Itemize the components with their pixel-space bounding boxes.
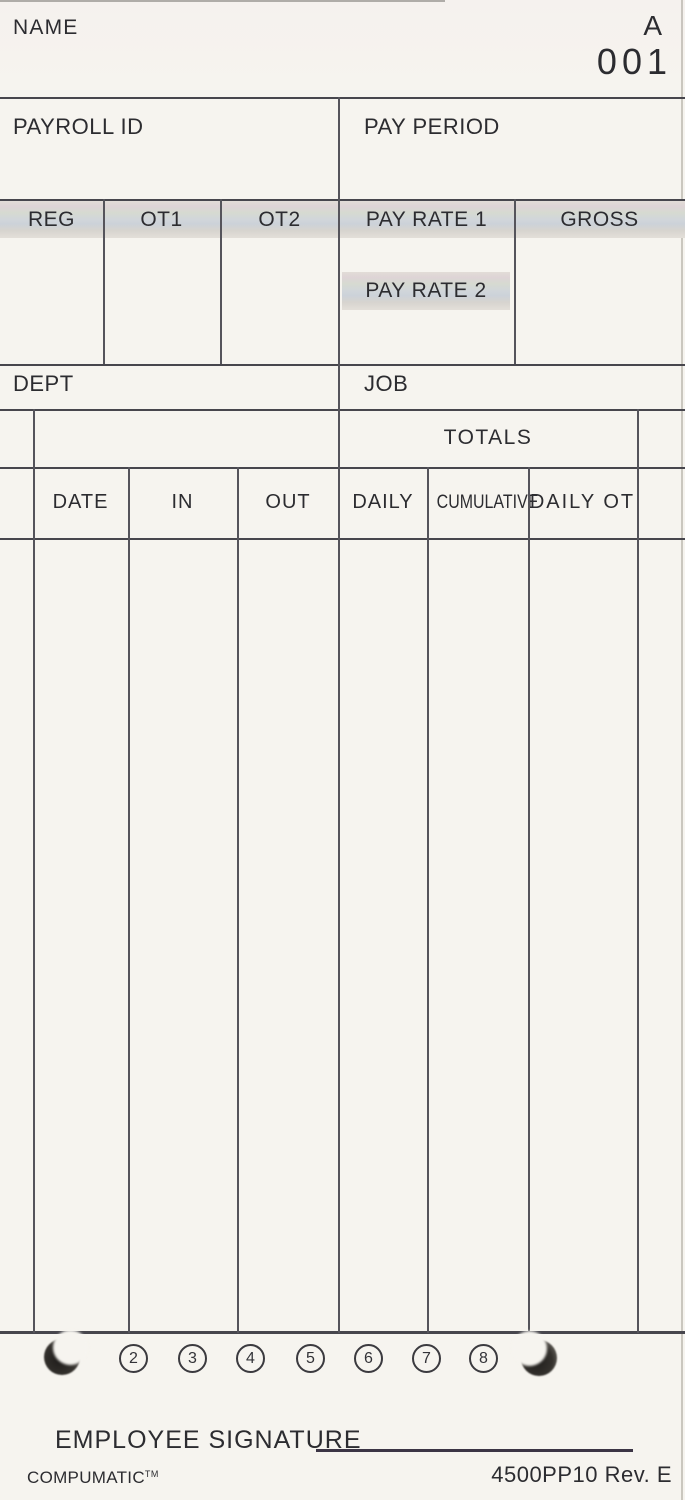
punch-number-4: 4 (236, 1344, 265, 1373)
punch-number-3: 3 (178, 1344, 207, 1373)
brand-text: COMPUMATIC (27, 1468, 145, 1487)
punch-hole-highlight (512, 1331, 547, 1366)
grid-line-in-out (237, 467, 239, 1333)
rule-above-earnings (0, 199, 685, 201)
card-number: 001 (596, 41, 672, 82)
payroll-id-label: PAYROLL ID (13, 114, 144, 139)
gross-label: GROSS (560, 208, 639, 231)
pay-rate-2-label: PAY RATE 2 (342, 272, 510, 310)
reg-ot1-divider (103, 199, 105, 364)
employee-signature-label: EMPLOYEE SIGNATURE (55, 1426, 362, 1454)
grid-line-daily-cumulative (427, 467, 429, 1333)
punch-number-6: 6 (354, 1344, 383, 1373)
column-header-daily-ot: DAILY OT (529, 491, 636, 513)
cumulative-text: CUMULATIVE (436, 492, 539, 513)
punch-number-2: 2 (119, 1344, 148, 1373)
earnings-header-band (0, 201, 685, 238)
reg-label: REG (27, 208, 75, 231)
punch-hole-highlight (53, 1330, 88, 1365)
rule-above-column-headers (0, 467, 685, 469)
rule-above-dept (0, 364, 685, 366)
punch-hole-mark-right (512, 1331, 557, 1376)
pay-rate-1-label: PAY RATE 1 (365, 208, 488, 231)
punch-hole-mark-left (44, 1330, 88, 1375)
card-right-edge (681, 0, 683, 1500)
ot2-label: OT2 (258, 208, 301, 231)
brand-name: COMPUMATICTM (27, 1468, 159, 1488)
column-header-out: OUT (265, 491, 311, 513)
payrate-gross-divider (514, 199, 516, 364)
pay-period-label: PAY PERIOD (364, 114, 500, 139)
punch-number-5: 5 (296, 1344, 325, 1373)
trademark-symbol: TM (144, 1469, 159, 1479)
punch-number-8: 8 (469, 1344, 498, 1373)
grid-line-cumulative-dailyot (528, 467, 530, 1333)
column-header-in: IN (171, 491, 194, 513)
rule-grid-bottom (0, 1331, 685, 1334)
ot1-ot2-divider (220, 199, 222, 364)
ot1-label: OT1 (140, 208, 183, 231)
grid-line-left-margin (33, 409, 35, 1333)
column-header-daily: DAILY (352, 491, 414, 513)
punch-number-7: 7 (412, 1344, 441, 1373)
model-revision: 4500PP10 Rev. E (491, 1462, 672, 1487)
dept-label: DEPT (13, 371, 74, 396)
grid-line-date-in (128, 467, 130, 1333)
job-label: JOB (364, 371, 409, 396)
center-divider-line (338, 97, 340, 1333)
rule-below-column-headers (0, 538, 685, 540)
rule-under-name (0, 97, 685, 99)
signature-line (316, 1449, 633, 1452)
column-header-cumulative: CUMULATIVE (427, 467, 539, 538)
column-header-date: DATE (52, 491, 109, 513)
card-top-edge (0, 0, 445, 2)
grid-line-right-margin (637, 409, 639, 1333)
card-sort-letter: A (643, 10, 663, 41)
rule-above-totals (0, 409, 685, 411)
totals-label: TOTALS (443, 426, 533, 449)
name-label: NAME (13, 16, 79, 39)
